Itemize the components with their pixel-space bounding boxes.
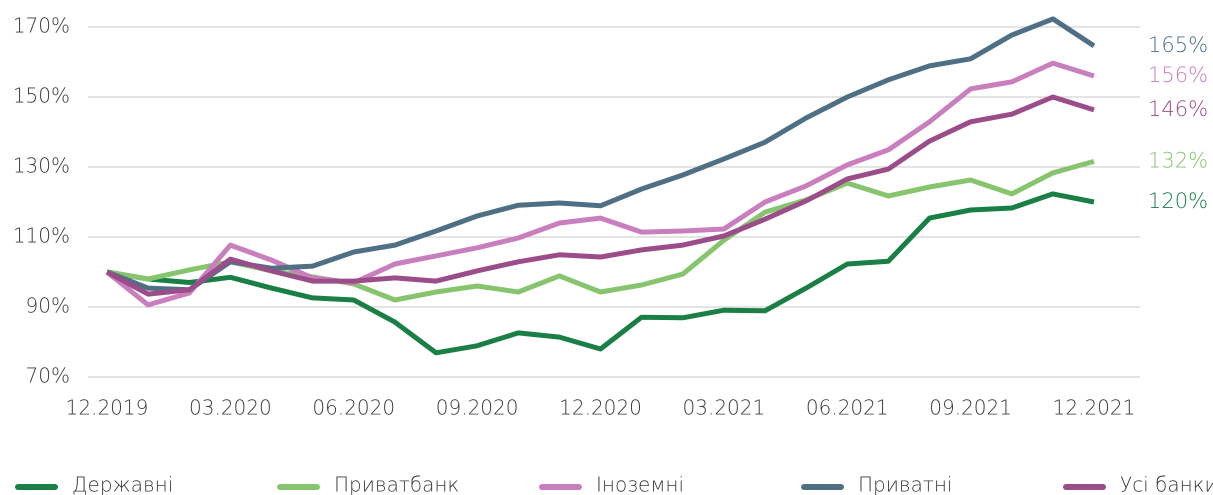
y-tick-label: 110% [13, 224, 70, 248]
y-tick-label: 150% [13, 84, 70, 108]
legend-label: Іноземні [596, 473, 684, 495]
y-tick-label: 170% [13, 14, 70, 38]
legend-label: Приватбанк [334, 473, 459, 495]
x-tick-label: 09.2021 [929, 396, 1012, 420]
y-tick-label: 130% [13, 154, 70, 178]
end-label: 132% [1148, 148, 1208, 172]
series-line [106, 191, 1095, 356]
x-tick-label: 06.2020 [312, 396, 395, 420]
end-label: 120% [1148, 189, 1208, 213]
legend-label: Приватні [858, 473, 953, 495]
y-tick-label: 70% [26, 364, 70, 388]
end-label: 146% [1148, 97, 1208, 121]
x-tick-label: 12.2019 [66, 396, 149, 420]
legend-label: Державні [72, 473, 173, 495]
x-tick-label: 03.2020 [189, 396, 272, 420]
legend-label: Усі банки [1120, 473, 1213, 495]
end-label: 165% [1148, 33, 1208, 57]
x-tick-label: 12.2021 [1053, 396, 1136, 420]
y-tick-label: 90% [26, 294, 70, 318]
x-tick-label: 03.2021 [683, 396, 766, 420]
x-tick-label: 09.2020 [436, 396, 519, 420]
series-line [106, 16, 1096, 293]
x-tick-label: 06.2021 [806, 396, 889, 420]
series-line [105, 94, 1095, 297]
series-line [105, 60, 1095, 308]
series-line [106, 158, 1095, 303]
x-tick-label: 12.2020 [559, 396, 642, 420]
end-label: 156% [1148, 63, 1208, 87]
